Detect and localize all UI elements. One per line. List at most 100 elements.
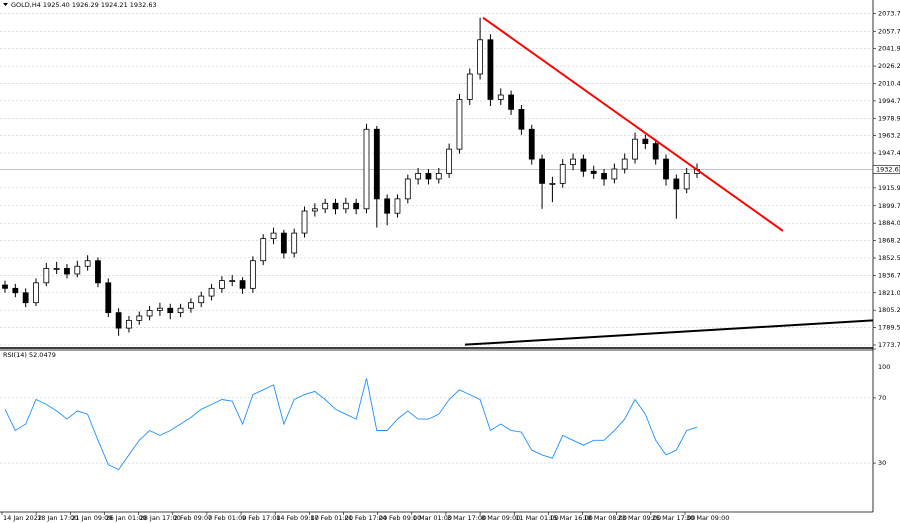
candle-body (177, 307, 184, 314)
candle-body (53, 268, 60, 270)
candle-body (373, 128, 380, 200)
x-tick-label: 24 Feb 09:00 (379, 514, 422, 522)
candle-body (167, 307, 174, 314)
candle-body (466, 73, 473, 100)
trend-line (482, 16, 784, 232)
candle-body (218, 280, 225, 289)
y-tick-label: 100 (878, 363, 890, 371)
candle-body (446, 148, 453, 174)
x-tick-label: 8 Mar 09:00 (481, 514, 520, 522)
x-tick-label: 1 Mar 01:00 (413, 514, 452, 522)
x-tick-label: 21 Feb 17:00 (345, 514, 388, 522)
candle-body (580, 158, 587, 172)
candle-body (353, 202, 360, 210)
y-tick-label: 2026.20 (878, 62, 900, 70)
current-price-label: 1932.63 (876, 165, 900, 173)
candle-body (95, 260, 101, 284)
candle-body (188, 302, 194, 309)
symbol-icon (3, 3, 8, 6)
candle-body (33, 282, 39, 304)
chart-title: GOLD,H4 1925.40 1926.29 1924.21 1932.63 (11, 1, 157, 9)
y-tick-label: 1805.25 (878, 306, 900, 314)
rsi-line (4, 378, 698, 471)
x-tick-label: 25 Mar 17:00 (652, 514, 695, 522)
candle-body (229, 280, 236, 283)
indicator-title: RSI(14) 52.0479 (3, 351, 56, 359)
y-tick-label: 1773.75 (878, 341, 900, 349)
candle-body (260, 238, 267, 262)
candle-body (570, 158, 576, 166)
candle-body (126, 319, 132, 329)
candle-body (105, 282, 112, 314)
x-tick-label: 14 Jan 2022 (3, 514, 42, 522)
candle-body (683, 173, 690, 190)
y-tick-label: 2010.45 (878, 79, 900, 87)
candle-body (342, 202, 349, 210)
candle-body (487, 39, 494, 100)
y-tick-label: 1899.75 (878, 202, 900, 210)
x-tick-label: 30 Mar 09:00 (686, 514, 729, 522)
y-tick-label: 1915.95 (878, 184, 900, 192)
candle-body (115, 312, 122, 329)
x-tick-label: 3 Mar 17:00 (447, 514, 486, 522)
y-tick-label: 2073.75 (878, 10, 900, 18)
candle-body (198, 295, 205, 304)
current-price-box (872, 165, 900, 174)
y-tick-label: 1789.50 (878, 324, 900, 332)
x-tick-label: 18 Mar 08:00 (584, 514, 627, 522)
candle-body (332, 202, 339, 210)
candle-body (611, 168, 618, 180)
candle-body (642, 138, 649, 145)
y-tick-label: 1947.45 (878, 149, 900, 157)
x-tick-label: 9 Feb 17:00 (242, 514, 281, 522)
candle-body (84, 260, 91, 267)
y-tick-label: 1978.95 (878, 114, 900, 122)
candle-body (621, 158, 628, 170)
x-tick-label: 7 Feb 01:00 (208, 514, 247, 522)
x-tick-label: 2 Feb 09:00 (174, 514, 213, 522)
y-tick-label: 30 (878, 459, 886, 467)
candle-body (136, 315, 143, 321)
candle-body (363, 128, 370, 210)
candle-body (404, 178, 411, 200)
candle-body (146, 310, 153, 317)
x-tick-label: 15 Mar 16:00 (549, 514, 592, 522)
y-tick-label: 1884.00 (878, 219, 900, 227)
candle-body (632, 138, 638, 160)
candle-body (456, 99, 463, 150)
candle-body (477, 39, 484, 75)
trend-line (464, 319, 874, 346)
y-tick-label: 2057.70 (878, 27, 900, 35)
x-tick-label: 26 Jan 01:00 (105, 514, 146, 522)
candle-body (12, 287, 19, 294)
x-tick-label: 18 Jan 17:00 (37, 514, 78, 522)
candle-body (322, 202, 329, 210)
x-tick-label: 11 Mar 01:00 (515, 514, 558, 522)
candle-body (652, 143, 659, 160)
candle-body (590, 170, 597, 174)
candle-body (64, 268, 70, 275)
candle-body (239, 280, 246, 289)
candle-body (435, 173, 442, 180)
candle-body (394, 198, 401, 214)
candle-body (549, 182, 556, 185)
candle-body (518, 108, 525, 130)
y-tick-label: 1821.00 (878, 289, 900, 297)
y-tick-label: 1836.75 (878, 271, 900, 279)
candle-body (539, 158, 545, 184)
y-tick-label: 1868.25 (878, 237, 900, 245)
candle-body (208, 287, 215, 297)
candle-body (415, 173, 422, 180)
candle-body (663, 158, 669, 180)
candle-body (249, 260, 256, 289)
y-tick-label: 2041.95 (878, 45, 900, 53)
candle-body (673, 178, 680, 190)
y-tick-label: 70 (878, 394, 886, 402)
candle-body (74, 265, 81, 275)
candle-body (270, 232, 277, 240)
candle-body (291, 232, 298, 254)
candle-body (311, 208, 318, 212)
candle-body (528, 128, 535, 160)
